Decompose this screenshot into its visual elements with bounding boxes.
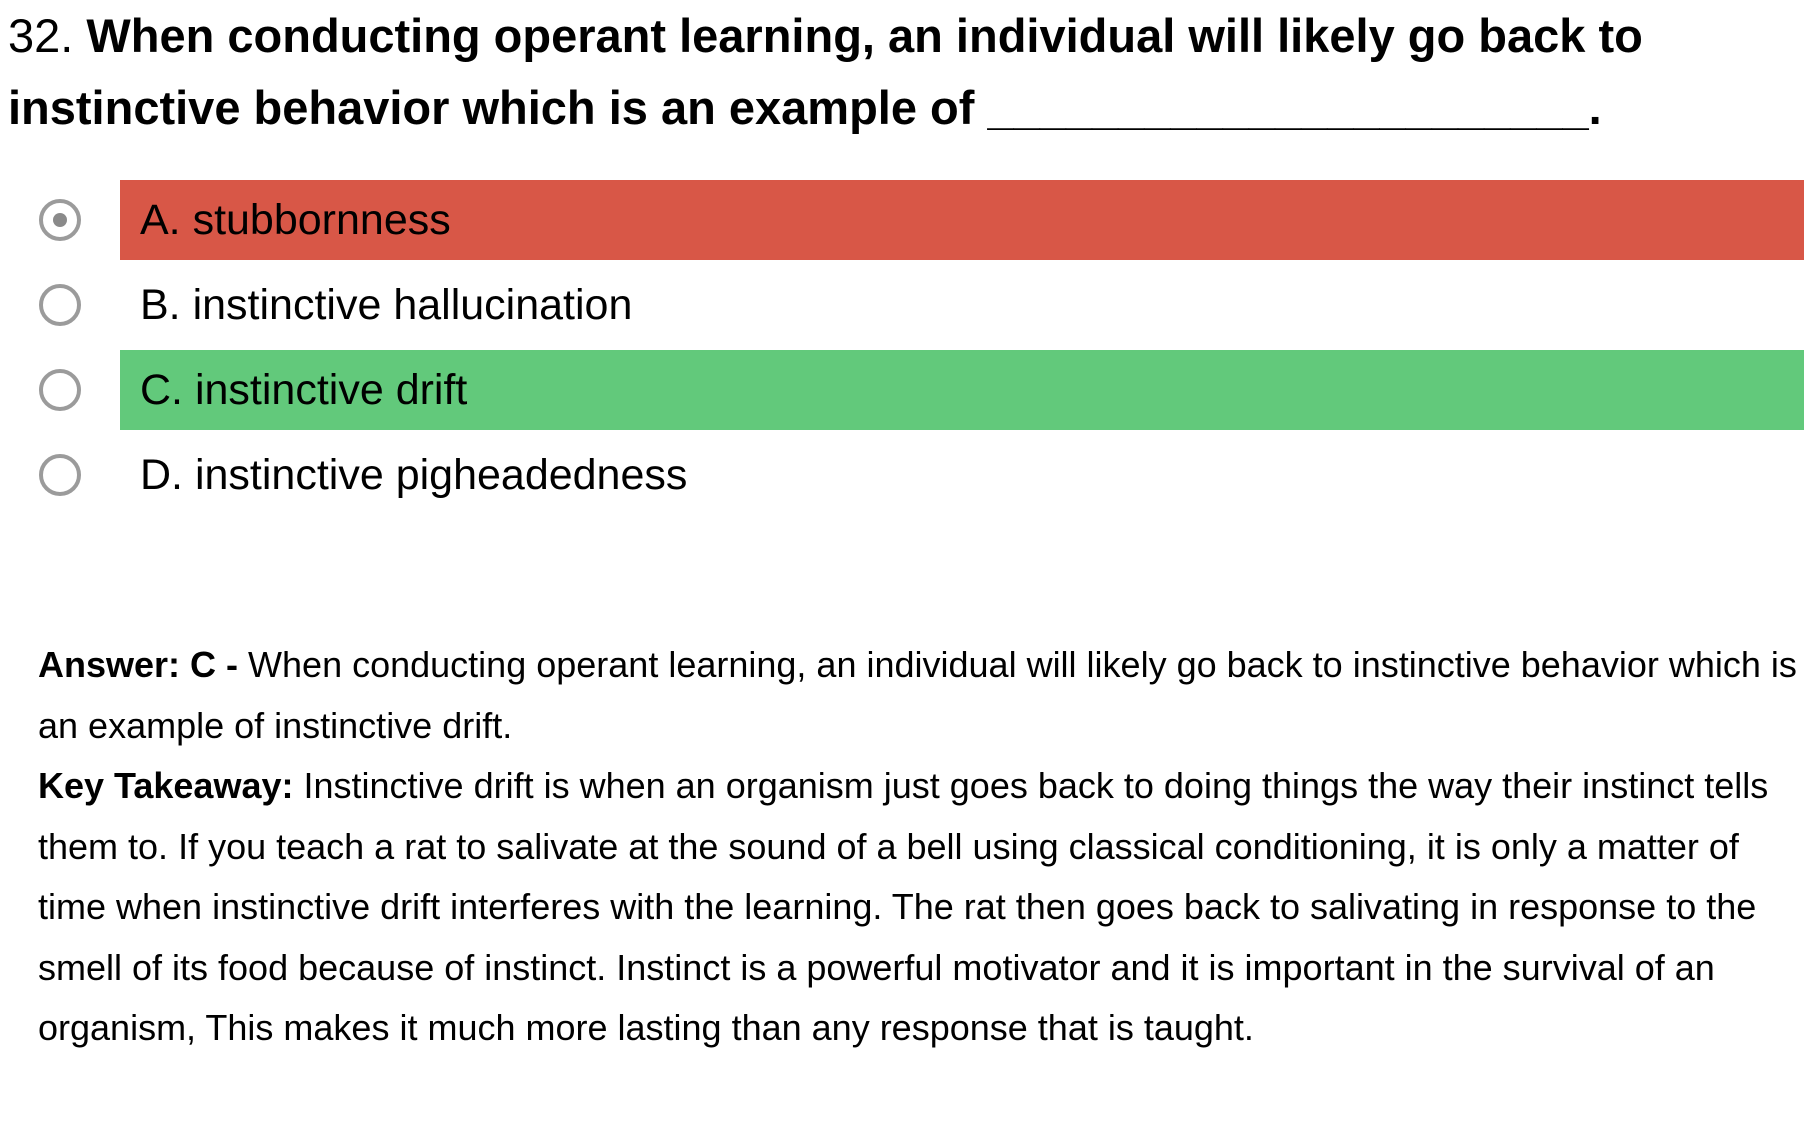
question-number: 32. — [8, 9, 74, 62]
option-a-label[interactable]: A. stubbornness — [120, 180, 1804, 260]
option-d-label[interactable]: D. instinctive pigheadedness — [140, 451, 688, 499]
answer-text: When conducting operant learning, an ind… — [38, 644, 1797, 746]
option-d[interactable]: D. instinctive pigheadedness — [0, 435, 1818, 515]
option-b[interactable]: B. instinctive hallucination — [0, 265, 1818, 345]
takeaway-text: Instinctive drift is when an organism ju… — [38, 765, 1769, 1048]
option-a[interactable]: A. stubbornness — [0, 180, 1818, 260]
takeaway-paragraph: Key Takeaway: Instinctive drift is when … — [38, 756, 1808, 1059]
radio-selected-dot-icon — [53, 213, 67, 227]
radio-option-d[interactable] — [39, 454, 81, 496]
option-b-label[interactable]: B. instinctive hallucination — [140, 281, 633, 329]
answer-label: Answer: C - — [38, 644, 239, 685]
answer-paragraph: Answer: C - When conducting operant lear… — [38, 635, 1808, 756]
option-c[interactable]: C. instinctive drift — [0, 350, 1818, 430]
question-heading: 32. When conducting operant learning, an… — [8, 0, 1798, 144]
option-c-label[interactable]: C. instinctive drift — [120, 350, 1804, 430]
radio-option-b[interactable] — [39, 284, 81, 326]
radio-option-a[interactable] — [39, 199, 81, 241]
takeaway-label: Key Takeaway: — [38, 765, 294, 806]
question-text: When conducting operant learning, an ind… — [8, 9, 1643, 134]
radio-option-c[interactable] — [39, 369, 81, 411]
answer-explanation: Answer: C - When conducting operant lear… — [38, 635, 1808, 1059]
